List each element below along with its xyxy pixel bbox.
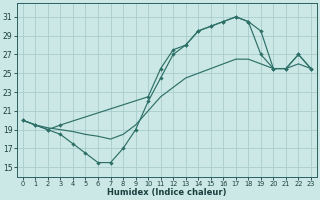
X-axis label: Humidex (Indice chaleur): Humidex (Indice chaleur) — [107, 188, 227, 197]
